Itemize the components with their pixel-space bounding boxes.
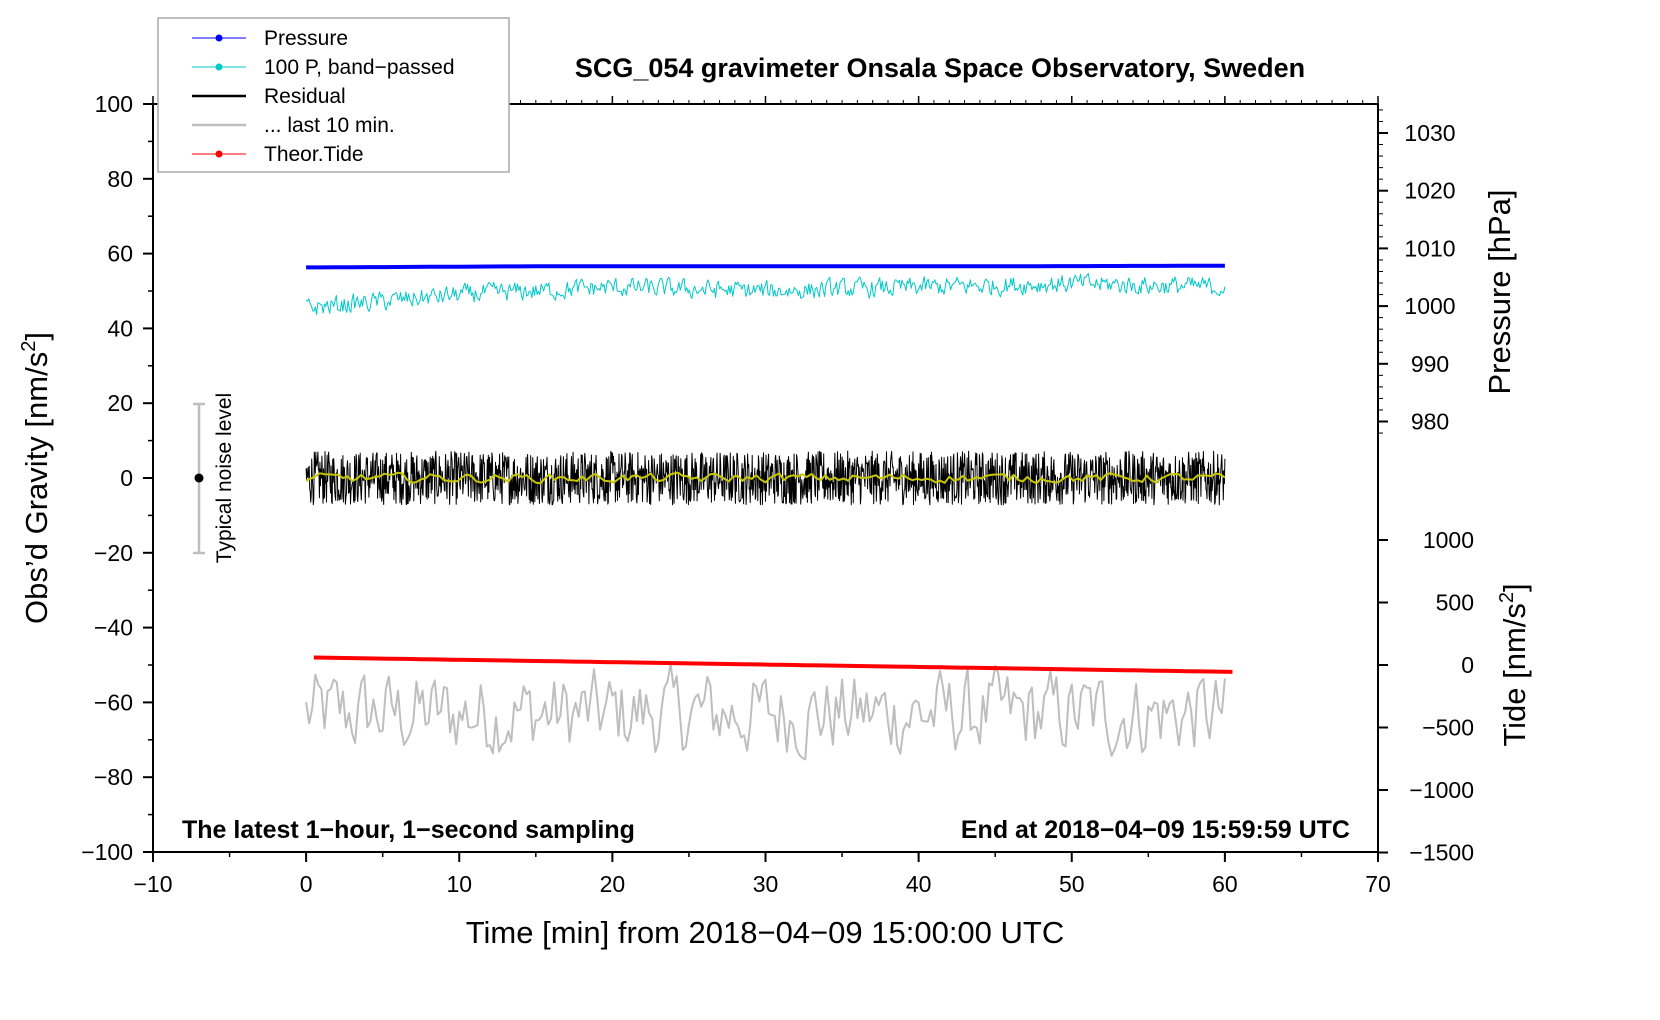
noise-level-label: Typical noise level [213, 393, 236, 563]
x-tick-label: 20 [600, 871, 626, 897]
series-pressure [306, 263, 1225, 270]
pressure-tick-label: 1030 [1404, 120, 1455, 146]
axes-layer: −10 0 10 20 30 40 50 60 70100806040200−20−40−60−… [81, 91, 1474, 897]
x-tick-label: 60 [1212, 871, 1238, 897]
legend-label: 100 P, band−passed [264, 56, 455, 79]
y-tick-label: −60 [94, 689, 133, 715]
tide-tick-label: 500 [1436, 590, 1474, 616]
chart-title: SCG_054 gravimeter Onsala Space Observat… [575, 53, 1305, 83]
pressure-tick-label: 980 [1411, 409, 1449, 435]
y-tick-label: −40 [94, 615, 133, 641]
x-tick-label: 50 [1059, 871, 1085, 897]
legend-label: Residual [264, 85, 346, 108]
y-tick-label: 40 [107, 315, 133, 341]
series-residual-smoothed [305, 471, 1226, 485]
annotation-right: End at 2018−04−09 15:59:59 UTC [961, 816, 1350, 844]
y-tick-label: 20 [107, 390, 133, 416]
x-tick-label: 10 [446, 871, 472, 897]
y-tick-label: −80 [94, 764, 133, 790]
legend-marker [215, 34, 223, 42]
pressure-tick-label: 990 [1411, 351, 1449, 377]
legend-marker [215, 150, 223, 158]
tide-tick-label: 1000 [1423, 527, 1474, 553]
pressure-tick-label: 1000 [1404, 293, 1455, 319]
x-tick-label: 30 [753, 871, 779, 897]
series-residual [305, 450, 1226, 506]
y-axis-label-left: Obs’d Gravity [nm/s2] [18, 332, 54, 624]
legend-marker [215, 63, 223, 71]
series-theor-tide [313, 655, 1233, 674]
tide-tick-label: −500 [1422, 715, 1474, 741]
tide-tick-label: −1500 [1409, 840, 1474, 866]
x-tick-label: 70 [1365, 871, 1391, 897]
tide-tick-label: −1000 [1409, 777, 1474, 803]
x-tick-label: 40 [906, 871, 932, 897]
legend-label: ... last 10 min. [264, 114, 395, 137]
y-tick-label: 0 [120, 465, 133, 491]
y-tick-label: 100 [95, 91, 133, 117]
pressure-tick-label: 1010 [1404, 235, 1455, 261]
y-tick-label: 80 [107, 166, 133, 192]
y-tick-label: −20 [94, 540, 133, 566]
annotation-left: The latest 1−hour, 1−second sampling [182, 816, 635, 844]
y-tick-label: −100 [81, 839, 133, 865]
noise-level-bar [193, 402, 205, 555]
series--last-10-min- [305, 663, 1226, 761]
y-axis-label-tide: Tide [nm/s2] [1496, 583, 1532, 746]
y-axis-label-pressure: Pressure [hPa] [1482, 189, 1517, 394]
pressure-tick-label: 1020 [1404, 178, 1455, 204]
x-tick-label: −10 [133, 871, 172, 897]
tide-tick-label: 0 [1461, 652, 1474, 678]
legend: Pressure 100 P, band−passed Residual ... la… [157, 17, 510, 173]
series-layer [305, 263, 1233, 761]
legend-label: Pressure [264, 27, 348, 50]
x-axis-label: Time [min] from 2018−04−09 15:00:00 UTC [466, 915, 1065, 950]
x-tick-label: 0 [300, 871, 313, 897]
y-tick-label: 60 [107, 241, 133, 267]
series-100-p-band-passed [305, 273, 1226, 315]
legend-label: Theor.Tide [264, 143, 364, 166]
